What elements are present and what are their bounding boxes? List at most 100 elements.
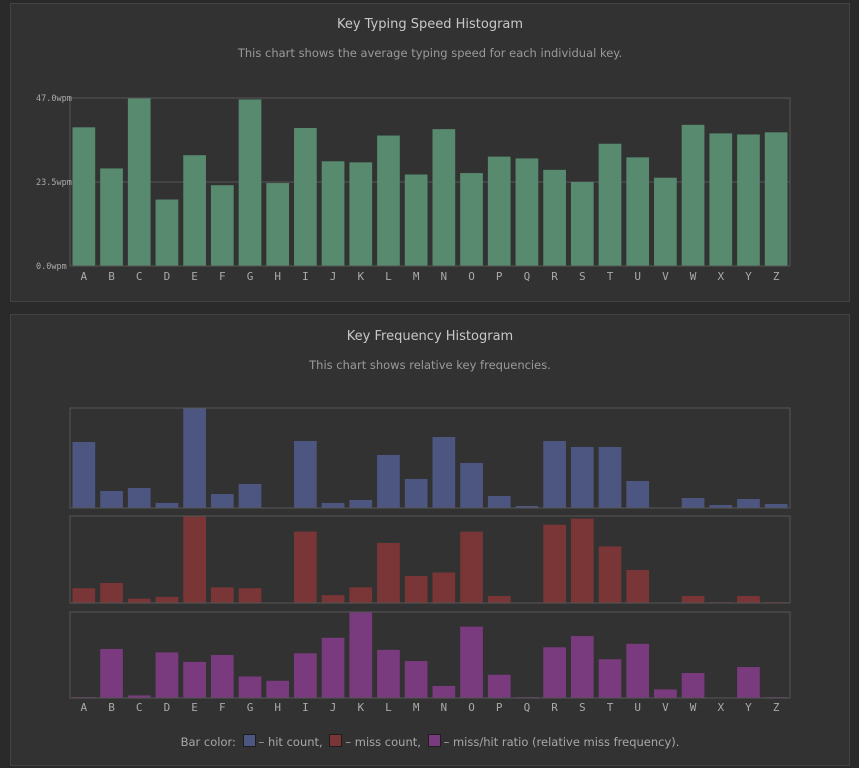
- speed-xtick-r: R: [551, 270, 558, 283]
- frequency-histogram: A B C D E F G H I J K L M N O P Q R S T U V W X Y Z: [69, 407, 791, 714]
- speed-bar-j: [321, 161, 345, 266]
- miss-count-bar-b: [100, 582, 123, 603]
- hit-count-bar-g: [238, 484, 262, 508]
- freq-xtick-b: B: [108, 701, 115, 714]
- speed-chart-title: Key Typing Speed Histogram: [336, 17, 524, 32]
- freq-xtick-g: G: [247, 701, 254, 714]
- speed-xtick-l: L: [385, 270, 392, 283]
- speed-xtick-b: B: [108, 270, 115, 283]
- speed-bar-w: [681, 124, 705, 267]
- speed-ytick-2: 47.0wpm: [36, 94, 72, 104]
- miss-hit-ratio-bar-m: [404, 661, 428, 698]
- miss-count-bar-m: [404, 576, 428, 603]
- freq-xtick-p: P: [496, 701, 503, 714]
- miss-hit-ratio-bar-r: [543, 647, 566, 698]
- hit-count-bar-y: [737, 499, 760, 508]
- speed-chart-subtitle: This chart shows the average typing spee…: [237, 46, 623, 60]
- key-frequency-panel: Key Frequency Histogram This chart shows…: [10, 314, 850, 766]
- miss-hit-ratio-bar-g: [238, 676, 262, 698]
- speed-bar-q: [515, 158, 539, 266]
- miss-hit-ratio-bar-v: [654, 689, 677, 698]
- freq-xtick-y: Y: [745, 701, 752, 714]
- speed-bar-p: [487, 156, 511, 266]
- miss-hit-ratio-bar-h: [266, 680, 290, 698]
- freq-xtick-i: I: [302, 701, 309, 714]
- speed-bar-r: [543, 169, 566, 266]
- speed-bar-z: [764, 132, 788, 266]
- speed-xtick-j: J: [330, 270, 337, 283]
- miss-count-bar-j: [321, 595, 345, 603]
- legend-hit-label: – hit count,: [258, 735, 323, 749]
- speed-bar-l: [377, 135, 400, 266]
- speed-xtick-h: H: [274, 270, 281, 283]
- speed-xtick-o: O: [468, 270, 475, 283]
- speed-ytick-0: 0.0wpm: [36, 262, 67, 272]
- miss-count-bar-y: [737, 596, 760, 603]
- hit-count-bar-x: [709, 505, 733, 508]
- miss-hit-ratio-bar-y: [737, 667, 760, 698]
- hit-count-bar-l: [377, 455, 400, 508]
- hit-count-bar-f: [210, 494, 234, 508]
- miss-count-swatch: [329, 734, 343, 747]
- hit-count-bar-n: [432, 437, 456, 508]
- freq-xtick-o: O: [468, 701, 475, 714]
- freq-xtick-q: Q: [524, 701, 531, 714]
- freq-xtick-h: H: [274, 701, 281, 714]
- miss-count-bar-t: [598, 546, 622, 603]
- speed-bar-x: [709, 133, 733, 266]
- miss-count-plot-frame: [69, 515, 791, 604]
- hit-count-bar-t: [598, 447, 622, 508]
- speed-xtick-s: S: [579, 270, 586, 283]
- freq-xtick-d: D: [164, 701, 171, 714]
- speed-xtick-t: T: [607, 270, 614, 283]
- speed-xtick-v: V: [662, 270, 669, 283]
- speed-xtick-i: I: [302, 270, 309, 283]
- miss-count-bar-c: [127, 598, 151, 603]
- miss-count-bar-f: [210, 587, 234, 603]
- miss-count-bar-s: [570, 518, 594, 603]
- miss-hit-ratio-bar-j: [321, 637, 345, 698]
- freq-xtick-k: K: [357, 701, 364, 714]
- speed-plot-frame: [69, 97, 791, 267]
- miss-hit-ratio-bar-c: [127, 695, 151, 698]
- hit-count-bar-b: [100, 491, 123, 508]
- speed-xtick-u: U: [634, 270, 641, 283]
- freq-xtick-e: E: [191, 701, 198, 714]
- miss-hit-ratio-bar-w: [681, 673, 705, 698]
- miss-hit-ratio-bar-d: [155, 652, 179, 698]
- hit-count-bar-a: [72, 442, 96, 508]
- miss-count-bar-k: [349, 587, 373, 603]
- miss-hit-ratio-bar-i: [294, 653, 317, 698]
- freq-xtick-j: J: [330, 701, 337, 714]
- miss-hit-ratio-bar-p: [487, 674, 511, 698]
- freq-xtick-r: R: [551, 701, 558, 714]
- hit-count-bar-m: [404, 479, 428, 508]
- miss-hit-ratio-bar-b: [100, 648, 123, 698]
- hit-count-bar-s: [570, 447, 594, 508]
- speed-xtick-w: W: [690, 270, 697, 283]
- speed-bar-g: [238, 99, 262, 267]
- hit-count-swatch: [242, 734, 256, 747]
- hit-count-bar-i: [294, 441, 317, 508]
- speed-bar-b: [100, 168, 123, 266]
- hit-count-bar-w: [681, 498, 705, 508]
- freq-xtick-v: V: [662, 701, 669, 714]
- speed-xtick-k: K: [357, 270, 364, 283]
- speed-xtick-a: A: [81, 270, 88, 283]
- freq-xtick-s: S: [579, 701, 586, 714]
- miss-hit-ratio-plot-frame: [69, 611, 791, 699]
- legend-miss-label: – miss count,: [345, 735, 421, 749]
- speed-xtick-p: P: [496, 270, 503, 283]
- freq-xtick-a: A: [81, 701, 88, 714]
- miss-count-bar-o: [460, 531, 483, 603]
- legend-ratio-label: – miss/hit ratio (relative miss frequenc…: [443, 735, 680, 749]
- miss-count-bar-u: [626, 569, 650, 603]
- speed-bar-f: [210, 185, 234, 266]
- speed-bar-s: [570, 182, 594, 266]
- miss-count-bar-r: [543, 524, 566, 603]
- hit-count-bar-p: [487, 496, 511, 508]
- speed-bar-t: [598, 143, 622, 266]
- freq-chart-title: Key Frequency Histogram: [346, 329, 514, 344]
- freq-xtick-f: F: [219, 701, 226, 714]
- miss-count-bar-p: [487, 596, 511, 603]
